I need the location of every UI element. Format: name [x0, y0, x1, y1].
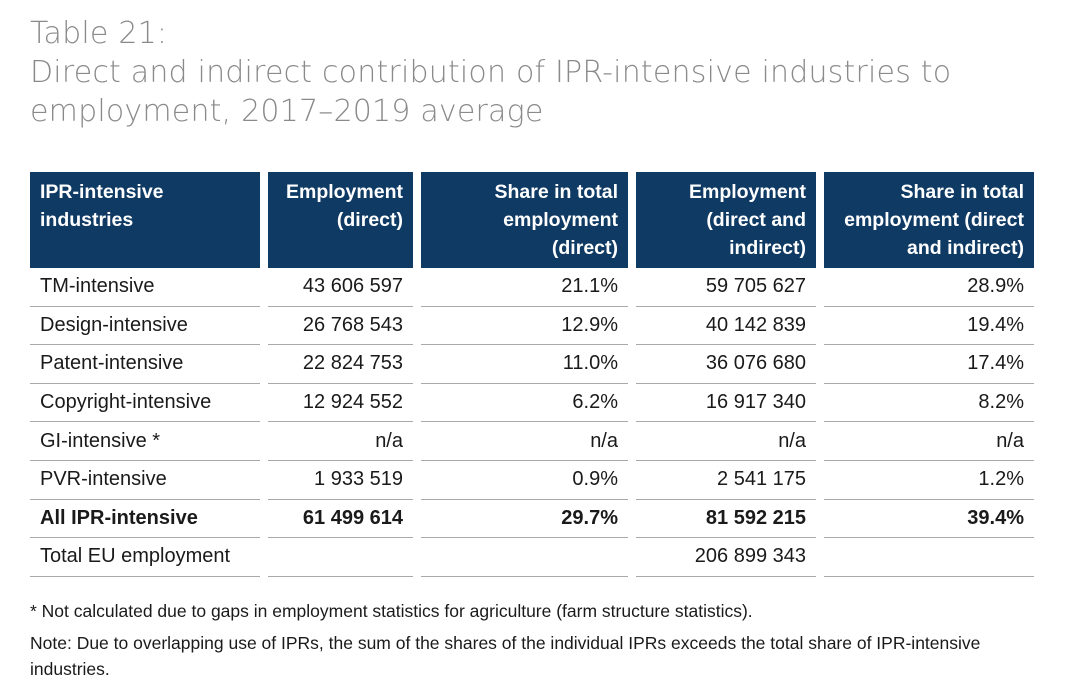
- table-caption-line-1: Direct and indirect contribution of IPR-…: [30, 55, 952, 90]
- table-row: TM-intensive 43 606 597 21.1% 59 705 627…: [30, 268, 1034, 307]
- total-ipr-row: All IPR-intensive 61 499 614 29.7% 81 59…: [30, 500, 1034, 539]
- note-line-2: industries.: [30, 659, 110, 679]
- employment-total-cell: 40 142 839: [636, 307, 816, 346]
- employment-direct-cell: 1 933 519: [268, 461, 413, 500]
- industry-cell: PVR-intensive: [30, 461, 260, 500]
- total-eu-row: Total EU employment 206 899 343: [30, 538, 1034, 577]
- header-share-direct-indirect: Share in total employment (direct and in…: [824, 172, 1034, 268]
- table-row: Patent-intensive 22 824 753 11.0% 36 076…: [30, 345, 1034, 384]
- table-row: GI-intensive * n/a n/a n/a n/a: [30, 422, 1034, 461]
- industry-cell: Patent-intensive: [30, 345, 260, 384]
- industry-cell: GI-intensive *: [30, 422, 260, 461]
- industry-cell: Total EU employment: [30, 538, 260, 577]
- share-total-cell: 39.4%: [824, 500, 1034, 539]
- footnote: * Not calculated due to gaps in employme…: [30, 601, 753, 621]
- employment-total-cell: 59 705 627: [636, 268, 816, 307]
- table-title: Table 21: Direct and indirect contributi…: [30, 14, 1050, 131]
- employment-direct-cell: 61 499 614: [268, 500, 413, 539]
- table-row: Design-intensive 26 768 543 12.9% 40 142…: [30, 307, 1034, 346]
- employment-direct-cell: 22 824 753: [268, 345, 413, 384]
- share-direct-cell: [421, 538, 628, 577]
- share-total-cell: 1.2%: [824, 461, 1034, 500]
- share-direct-cell: 11.0%: [421, 345, 628, 384]
- table-notes: * Not calculated due to gaps in employme…: [30, 598, 1050, 682]
- industry-cell: Design-intensive: [30, 307, 260, 346]
- employment-direct-cell: 12 924 552: [268, 384, 413, 423]
- employment-total-cell: 36 076 680: [636, 345, 816, 384]
- industry-cell: All IPR-intensive: [30, 500, 260, 539]
- share-direct-cell: 29.7%: [421, 500, 628, 539]
- employment-total-cell: 81 592 215: [636, 500, 816, 539]
- share-direct-cell: 0.9%: [421, 461, 628, 500]
- share-direct-cell: 12.9%: [421, 307, 628, 346]
- table-row: PVR-intensive 1 933 519 0.9% 2 541 175 1…: [30, 461, 1034, 500]
- header-employment-direct: Employment (direct): [268, 172, 413, 268]
- share-total-cell: 19.4%: [824, 307, 1034, 346]
- employment-direct-cell: [268, 538, 413, 577]
- employment-total-cell: 2 541 175: [636, 461, 816, 500]
- employment-total-cell: n/a: [636, 422, 816, 461]
- note-line-1: Note: Due to overlapping use of IPRs, th…: [30, 633, 981, 653]
- share-total-cell: 8.2%: [824, 384, 1034, 423]
- share-total-cell: [824, 538, 1034, 577]
- industry-cell: TM-intensive: [30, 268, 260, 307]
- employment-direct-cell: 26 768 543: [268, 307, 413, 346]
- header-row: IPR-intensive industries Employment (dir…: [30, 172, 1034, 268]
- table-row: Copyright-intensive 12 924 552 6.2% 16 9…: [30, 384, 1034, 423]
- table-caption-line-2: employment, 2017–2019 average: [30, 94, 544, 129]
- share-direct-cell: 6.2%: [421, 384, 628, 423]
- share-total-cell: n/a: [824, 422, 1034, 461]
- industry-cell: Copyright-intensive: [30, 384, 260, 423]
- share-total-cell: 28.9%: [824, 268, 1034, 307]
- table-number: Table 21:: [30, 16, 168, 51]
- employment-direct-cell: n/a: [268, 422, 413, 461]
- header-share-direct: Share in total employment (direct): [421, 172, 628, 268]
- share-total-cell: 17.4%: [824, 345, 1034, 384]
- header-industries: IPR-intensive industries: [30, 172, 260, 268]
- employment-total-cell: 16 917 340: [636, 384, 816, 423]
- employment-total-cell: 206 899 343: [636, 538, 816, 577]
- share-direct-cell: n/a: [421, 422, 628, 461]
- employment-direct-cell: 43 606 597: [268, 268, 413, 307]
- share-direct-cell: 21.1%: [421, 268, 628, 307]
- employment-table: IPR-intensive industries Employment (dir…: [22, 172, 1042, 577]
- header-employment-direct-indirect: Employment (direct and indirect): [636, 172, 816, 268]
